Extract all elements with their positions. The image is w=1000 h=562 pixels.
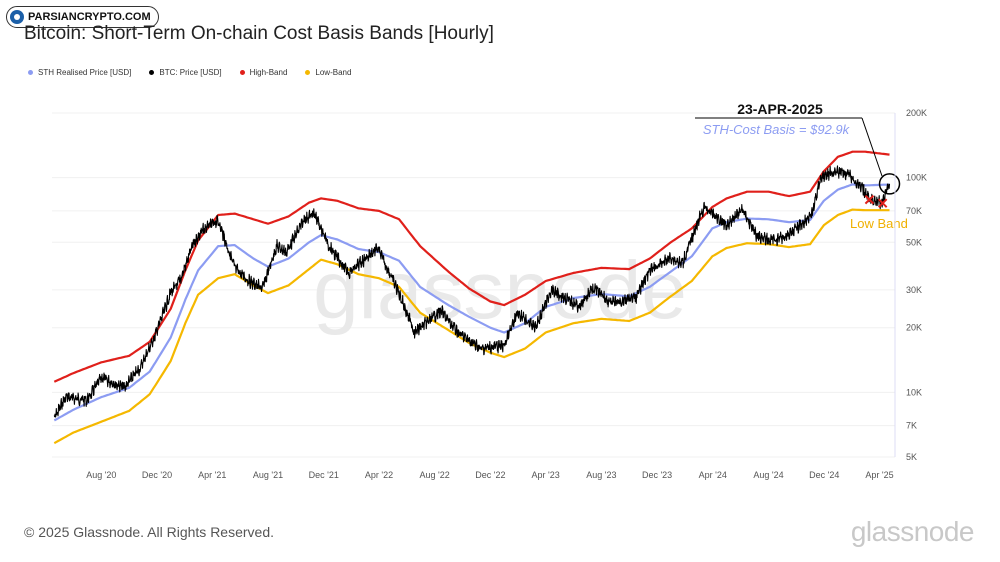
- legend-label-low-band: Low-Band: [315, 68, 352, 77]
- series-line-high-band: [53, 150, 890, 383]
- y-tick-label: 5K: [906, 452, 917, 462]
- legend-dot-price: [149, 70, 155, 75]
- chart-legend: STH Realised Price [USD] BTC: Price [USD…: [28, 68, 351, 77]
- cross-marker: [877, 198, 888, 208]
- x-tick-label: Dec '24: [809, 470, 839, 480]
- y-tick-label: 200K: [906, 108, 927, 118]
- copyright: © 2025 Glassnode. All Rights Reserved.: [24, 524, 275, 540]
- series-lines: [53, 150, 891, 445]
- x-tick-label: Aug '22: [420, 470, 450, 480]
- x-tick-label: Aug '24: [753, 470, 783, 480]
- cross-marker: [864, 194, 875, 205]
- y-tick-label: 7K: [906, 421, 917, 431]
- x-tick-label: Dec '20: [142, 470, 172, 480]
- legend-dot-sth: [28, 70, 33, 75]
- x-tick-label: Aug '20: [86, 470, 116, 480]
- brand-logo: glassnode: [850, 516, 975, 547]
- x-tick-label: Aug '23: [586, 470, 616, 480]
- watermark: glassnode: [313, 245, 687, 336]
- y-tick-label: 10K: [906, 387, 922, 397]
- legend-dot-high-band: [239, 70, 245, 75]
- y-tick-label: 70K: [906, 206, 922, 216]
- legend-item-price[interactable]: BTC: Price [USD]: [149, 68, 222, 77]
- series-line-low-band: [53, 208, 890, 445]
- x-tick-label: Dec '21: [309, 470, 339, 480]
- y-tick-label: 20K: [906, 323, 922, 333]
- annotation-cost-basis: STH-Cost Basis = $92.9k: [703, 122, 851, 137]
- legend-item-sth[interactable]: STH Realised Price [USD]: [28, 68, 131, 77]
- y-tick-label: 50K: [906, 237, 922, 247]
- badge-logo-icon: [10, 10, 24, 24]
- gridlines: [52, 112, 895, 458]
- series-line-sth-realised-price-usd: [53, 183, 890, 422]
- annotation-date: 23-APR-2025: [737, 101, 823, 117]
- x-tick-label: Apr '25: [865, 470, 893, 480]
- annotation-low-band: Low Band: [850, 216, 908, 231]
- chart-markers: [864, 173, 901, 208]
- x-axis: Aug '20 Dec '20 Apr '21 Aug '21 Dec '21 Apr '…: [86, 470, 893, 480]
- x-tick-label: Apr '21: [198, 470, 226, 480]
- legend-dot-low-band: [305, 70, 311, 75]
- x-tick-label: Apr '24: [699, 470, 727, 480]
- legend-item-low-band[interactable]: Low-Band: [305, 68, 351, 77]
- legend-label-high-band: High-Band: [249, 68, 288, 77]
- y-axis: 200K 100K 70K 50K 30K 20K 10K 7K 5K: [894, 108, 927, 462]
- legend-item-high-band[interactable]: High-Band: [239, 68, 288, 77]
- series-line-btc-price: [53, 165, 891, 418]
- x-tick-label: Dec '23: [642, 470, 672, 480]
- chart-title: Bitcoin: Short-Term On-chain Cost Basis …: [24, 23, 494, 44]
- annotation-leader: [861, 117, 883, 177]
- legend-label-sth: STH Realised Price [USD]: [38, 68, 132, 77]
- legend-label-price: BTC: Price [USD]: [159, 68, 222, 77]
- x-tick-label: Aug '21: [253, 470, 283, 480]
- badge-text: PARSIANCRYPTO.COM: [28, 11, 151, 23]
- x-tick-label: Dec '22: [475, 470, 505, 480]
- y-tick-label: 30K: [906, 285, 922, 295]
- annotation: 23-APR-2025 STH-Cost Basis = $92.9k Low …: [695, 101, 908, 231]
- y-tick-label: 100K: [906, 173, 927, 183]
- x-tick-label: Apr '22: [365, 470, 393, 480]
- site-badge: PARSIANCRYPTO.COM: [6, 6, 159, 28]
- highlight-circle-marker: [878, 173, 901, 195]
- x-tick-label: Apr '23: [532, 470, 560, 480]
